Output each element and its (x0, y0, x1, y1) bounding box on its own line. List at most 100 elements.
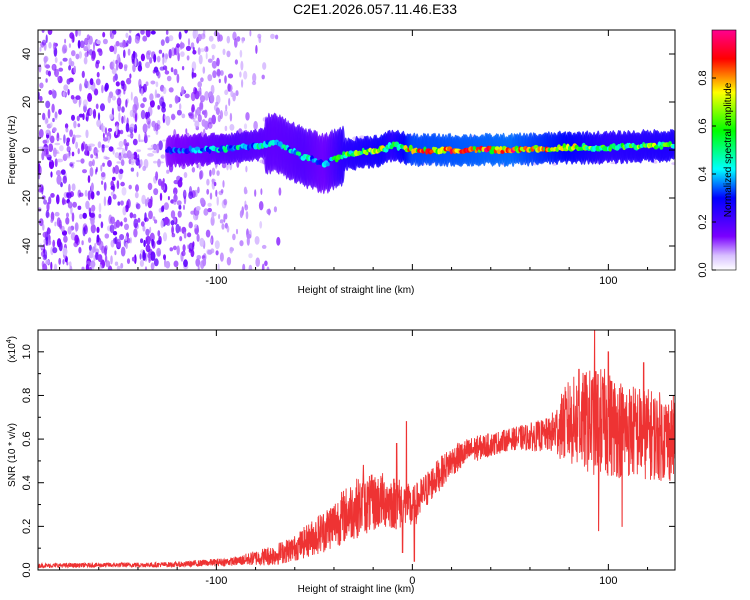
noise-speckle (71, 151, 75, 157)
noise-speckle (208, 35, 214, 42)
noise-speckle (223, 198, 228, 206)
noise-speckle (226, 225, 230, 233)
noise-speckle (184, 93, 190, 99)
noise-speckle (172, 245, 177, 251)
noise-speckle (54, 111, 58, 119)
noise-speckle (111, 95, 116, 101)
noise-speckle (120, 181, 125, 187)
noise-speckle (199, 95, 206, 103)
noise-speckle (136, 171, 139, 178)
snr-marks (38, 330, 675, 569)
noise-speckle (169, 247, 174, 252)
noise-speckle (217, 114, 221, 123)
noise-speckle (145, 61, 150, 69)
noise-speckle (123, 115, 126, 124)
noise-speckle (96, 190, 100, 196)
noise-speckle (77, 123, 81, 128)
noise-speckle (43, 199, 48, 205)
noise-speckle (45, 209, 50, 219)
noise-speckle (142, 251, 147, 261)
noise-speckle (156, 240, 162, 245)
noise-speckle (74, 222, 79, 232)
snr-x-tick-label: -100 (205, 575, 227, 587)
ridge-core (340, 154, 344, 160)
noise-speckle (94, 242, 97, 252)
spectrogram-marks (38, 30, 675, 270)
noise-speckle (45, 259, 50, 265)
noise-speckle (259, 221, 263, 229)
noise-speckle (78, 113, 84, 118)
noise-speckle (191, 106, 195, 114)
noise-speckle (82, 141, 86, 150)
noise-speckle (70, 161, 75, 165)
noise-speckle (112, 75, 116, 83)
noise-speckle (145, 30, 151, 38)
noise-speckle (109, 113, 114, 120)
noise-speckle (52, 247, 58, 254)
noise-speckle (134, 57, 137, 67)
noise-speckle (168, 87, 174, 93)
noise-speckle (89, 167, 94, 177)
noise-speckle (165, 30, 169, 35)
noise-speckle (175, 223, 180, 234)
noise-speckle (103, 196, 107, 207)
noise-speckle (195, 258, 201, 267)
noise-speckle (216, 170, 220, 176)
noise-speckle (122, 206, 127, 216)
noise-speckle (122, 39, 126, 49)
noise-speckle (222, 180, 225, 188)
noise-speckle (211, 167, 216, 176)
noise-speckle (60, 169, 66, 175)
noise-speckle (188, 242, 194, 252)
noise-speckle (224, 213, 228, 220)
noise-speckle (123, 138, 127, 146)
noise-speckle (102, 31, 106, 38)
noise-speckle (87, 190, 91, 201)
noise-speckle (261, 74, 265, 80)
snr-y-label: SNR (10 * v/v) (7, 423, 18, 487)
noise-speckle (183, 259, 188, 268)
noise-speckle (209, 192, 213, 200)
noise-speckle (158, 140, 163, 151)
noise-speckle (241, 37, 244, 44)
noise-speckle (276, 236, 281, 246)
noise-speckle (72, 34, 75, 43)
noise-speckle (173, 48, 177, 56)
noise-speckle (109, 224, 115, 234)
noise-speckle (206, 188, 210, 195)
noise-speckle (173, 194, 178, 203)
noise-speckle (125, 122, 130, 133)
noise-speckle (197, 264, 200, 270)
noise-speckle (111, 176, 116, 181)
noise-speckle (73, 120, 77, 129)
noise-speckle (64, 123, 69, 129)
noise-speckle (140, 238, 144, 244)
noise-speckle (119, 129, 124, 135)
noise-speckle (75, 53, 80, 60)
noise-speckle (193, 72, 197, 78)
noise-speckle (121, 106, 125, 113)
noise-speckle (48, 90, 53, 95)
noise-speckle (75, 141, 78, 149)
noise-speckle (145, 81, 149, 86)
noise-speckle (191, 167, 196, 173)
noise-speckle (165, 53, 169, 60)
noise-speckle (182, 189, 187, 200)
noise-speckle (48, 70, 51, 77)
noise-speckle (88, 207, 92, 213)
noise-speckle (173, 68, 178, 76)
noise-speckle (98, 213, 102, 219)
noise-speckle (214, 240, 220, 250)
noise-speckle (95, 166, 98, 173)
noise-speckle (153, 66, 159, 73)
noise-speckle (126, 77, 132, 85)
noise-speckle (209, 94, 215, 104)
noise-speckle (157, 161, 164, 164)
noise-speckle (189, 112, 195, 120)
snr-y-tick-label: 0.8 (21, 388, 33, 403)
noise-speckle (63, 134, 66, 144)
noise-speckle (127, 134, 134, 138)
noise-speckle (144, 212, 147, 223)
noise-speckle (216, 32, 221, 42)
snr-y-tick-label: 0.4 (21, 475, 33, 490)
